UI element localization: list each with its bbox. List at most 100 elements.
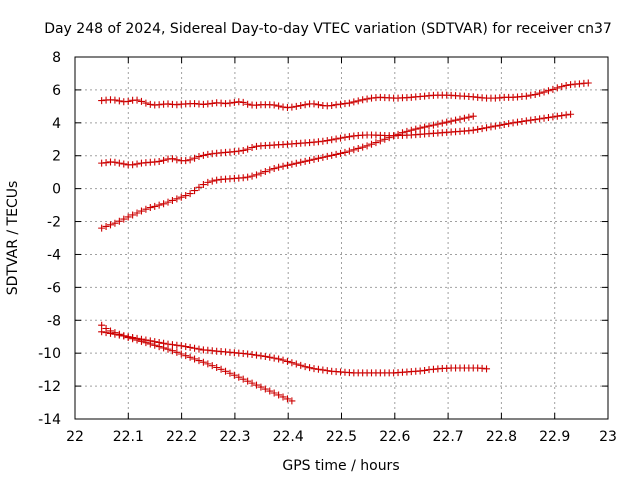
- data-point: [500, 120, 508, 128]
- data-point: [270, 389, 278, 397]
- data-point: [204, 178, 212, 186]
- data-point: [323, 137, 331, 145]
- data-point: [186, 353, 194, 361]
- data-point: [160, 200, 168, 208]
- data-point: [204, 360, 212, 368]
- data-point: [208, 99, 216, 107]
- data-point: [416, 124, 424, 132]
- data-point: [447, 117, 455, 125]
- data-point: [306, 156, 314, 164]
- data-point: [310, 155, 318, 163]
- data-point: [173, 195, 181, 203]
- data-point: [483, 365, 491, 373]
- data-point: [239, 375, 247, 383]
- data-point: [385, 134, 393, 142]
- data-point: [478, 125, 486, 133]
- data-point: [283, 161, 291, 169]
- data-point: [544, 114, 552, 122]
- data-point: [531, 91, 539, 99]
- data-point: [115, 97, 123, 105]
- data-point: [350, 98, 358, 106]
- y-tick-label: -10: [38, 346, 61, 362]
- series-track-3: [98, 112, 477, 232]
- data-point: [275, 391, 283, 399]
- data-point: [151, 341, 159, 349]
- data-point: [288, 160, 296, 168]
- data-point: [252, 351, 260, 359]
- data-point: [359, 143, 367, 151]
- data-point: [235, 147, 243, 155]
- x-tick-label: 22.3: [219, 429, 250, 445]
- data-point: [199, 181, 207, 189]
- x-tick-label: 22.5: [326, 429, 357, 445]
- data-point: [314, 101, 322, 109]
- data-point: [252, 381, 260, 389]
- data-point: [513, 118, 521, 126]
- data-point: [151, 202, 159, 210]
- data-point: [456, 115, 464, 123]
- data-point: [354, 97, 362, 105]
- y-tick-label: 0: [52, 182, 61, 198]
- data-point: [244, 145, 252, 153]
- data-point: [261, 352, 269, 360]
- data-point: [248, 144, 256, 151]
- data-point: [483, 124, 491, 132]
- data-point: [279, 356, 287, 364]
- data-point: [164, 198, 172, 206]
- data-point: [155, 343, 163, 351]
- data-point: [124, 213, 132, 221]
- data-point: [407, 126, 415, 134]
- x-tick-label: 22.9: [539, 429, 570, 445]
- data-point: [332, 150, 340, 158]
- data-point: [337, 149, 345, 157]
- data-point: [115, 330, 123, 338]
- data-point: [505, 120, 513, 128]
- data-point: [137, 207, 145, 215]
- data-point: [257, 383, 265, 391]
- y-tick-label: -8: [47, 313, 61, 329]
- data-point: [328, 102, 336, 110]
- data-point: [182, 157, 190, 165]
- data-point: [195, 183, 203, 191]
- data-point: [182, 352, 190, 360]
- data-point: [381, 135, 389, 143]
- data-point: [429, 121, 437, 129]
- data-point: [177, 350, 185, 358]
- series-track-2: [98, 110, 575, 169]
- y-tick-label: 6: [52, 83, 61, 99]
- data-point: [266, 166, 274, 174]
- data-point: [306, 364, 314, 372]
- data-point: [319, 137, 327, 145]
- data-point: [217, 365, 225, 373]
- x-tick-labels: 22 22.1 22.2 22.3 22.4 22.5 22.6 22.7 22.8 22.9 23: [66, 429, 617, 445]
- data-point: [146, 204, 154, 212]
- data-point: [301, 363, 309, 371]
- data-point: [496, 121, 504, 129]
- data-point: [129, 211, 137, 219]
- data-point: [465, 113, 473, 121]
- data-point: [195, 357, 203, 365]
- data-point: [337, 134, 345, 142]
- data-point: [115, 159, 123, 167]
- data-point: [222, 367, 230, 375]
- data-point: [301, 157, 309, 165]
- series-track-4: [98, 328, 491, 377]
- data-point: [319, 366, 327, 374]
- data-point: [137, 97, 145, 105]
- data-point: [137, 337, 145, 345]
- data-point: [474, 125, 482, 133]
- data-point: [213, 176, 221, 184]
- data-point: [540, 88, 548, 96]
- data-point: [283, 357, 291, 365]
- data-point: [368, 140, 376, 148]
- data-point: [133, 160, 141, 168]
- data-point: [522, 117, 530, 125]
- data-point: [115, 217, 123, 225]
- chart-title: Day 248 of 2024, Sidereal Day-to-day VTE…: [44, 21, 612, 37]
- data-point: [332, 135, 340, 143]
- data-point: [314, 365, 322, 373]
- data-point: [248, 379, 256, 387]
- data-point: [328, 151, 336, 159]
- data-point: [584, 79, 592, 87]
- data-point: [288, 397, 296, 405]
